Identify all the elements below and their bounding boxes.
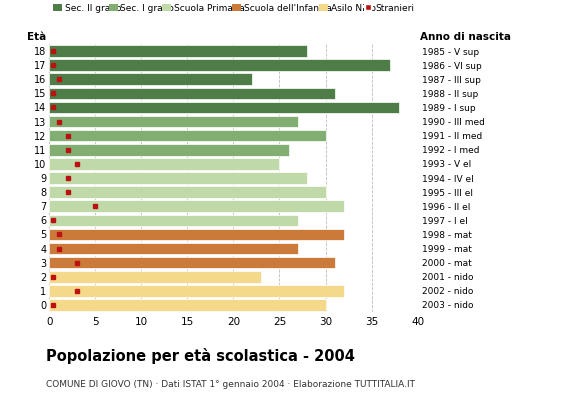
Text: COMUNE DI GIOVO (TN) · Dati ISTAT 1° gennaio 2004 · Elaborazione TUTTITALIA.IT: COMUNE DI GIOVO (TN) · Dati ISTAT 1° gen… xyxy=(46,380,415,389)
Bar xyxy=(49,116,298,127)
Bar xyxy=(49,130,325,142)
Text: Anno di nascita: Anno di nascita xyxy=(420,32,512,42)
Bar xyxy=(49,214,298,226)
Bar xyxy=(49,200,344,212)
Bar xyxy=(49,59,390,71)
Bar xyxy=(49,88,335,99)
Text: Età: Età xyxy=(27,32,46,42)
Legend: Sec. II grado, Sec. I grado, Scuola Primaria, Scuola dell'Infanzia, Asilo Nido, : Sec. II grado, Sec. I grado, Scuola Prim… xyxy=(49,0,418,16)
Bar xyxy=(49,74,252,85)
Bar xyxy=(49,243,298,254)
Bar xyxy=(49,271,261,282)
Bar xyxy=(49,45,307,57)
Bar xyxy=(49,158,280,170)
Bar xyxy=(49,257,335,268)
Bar xyxy=(49,229,344,240)
Bar xyxy=(49,172,307,184)
Bar xyxy=(49,299,325,311)
Text: Popolazione per età scolastica - 2004: Popolazione per età scolastica - 2004 xyxy=(46,348,356,364)
Bar xyxy=(49,102,399,113)
Bar xyxy=(49,285,344,297)
Bar xyxy=(49,144,289,156)
Bar xyxy=(49,186,325,198)
